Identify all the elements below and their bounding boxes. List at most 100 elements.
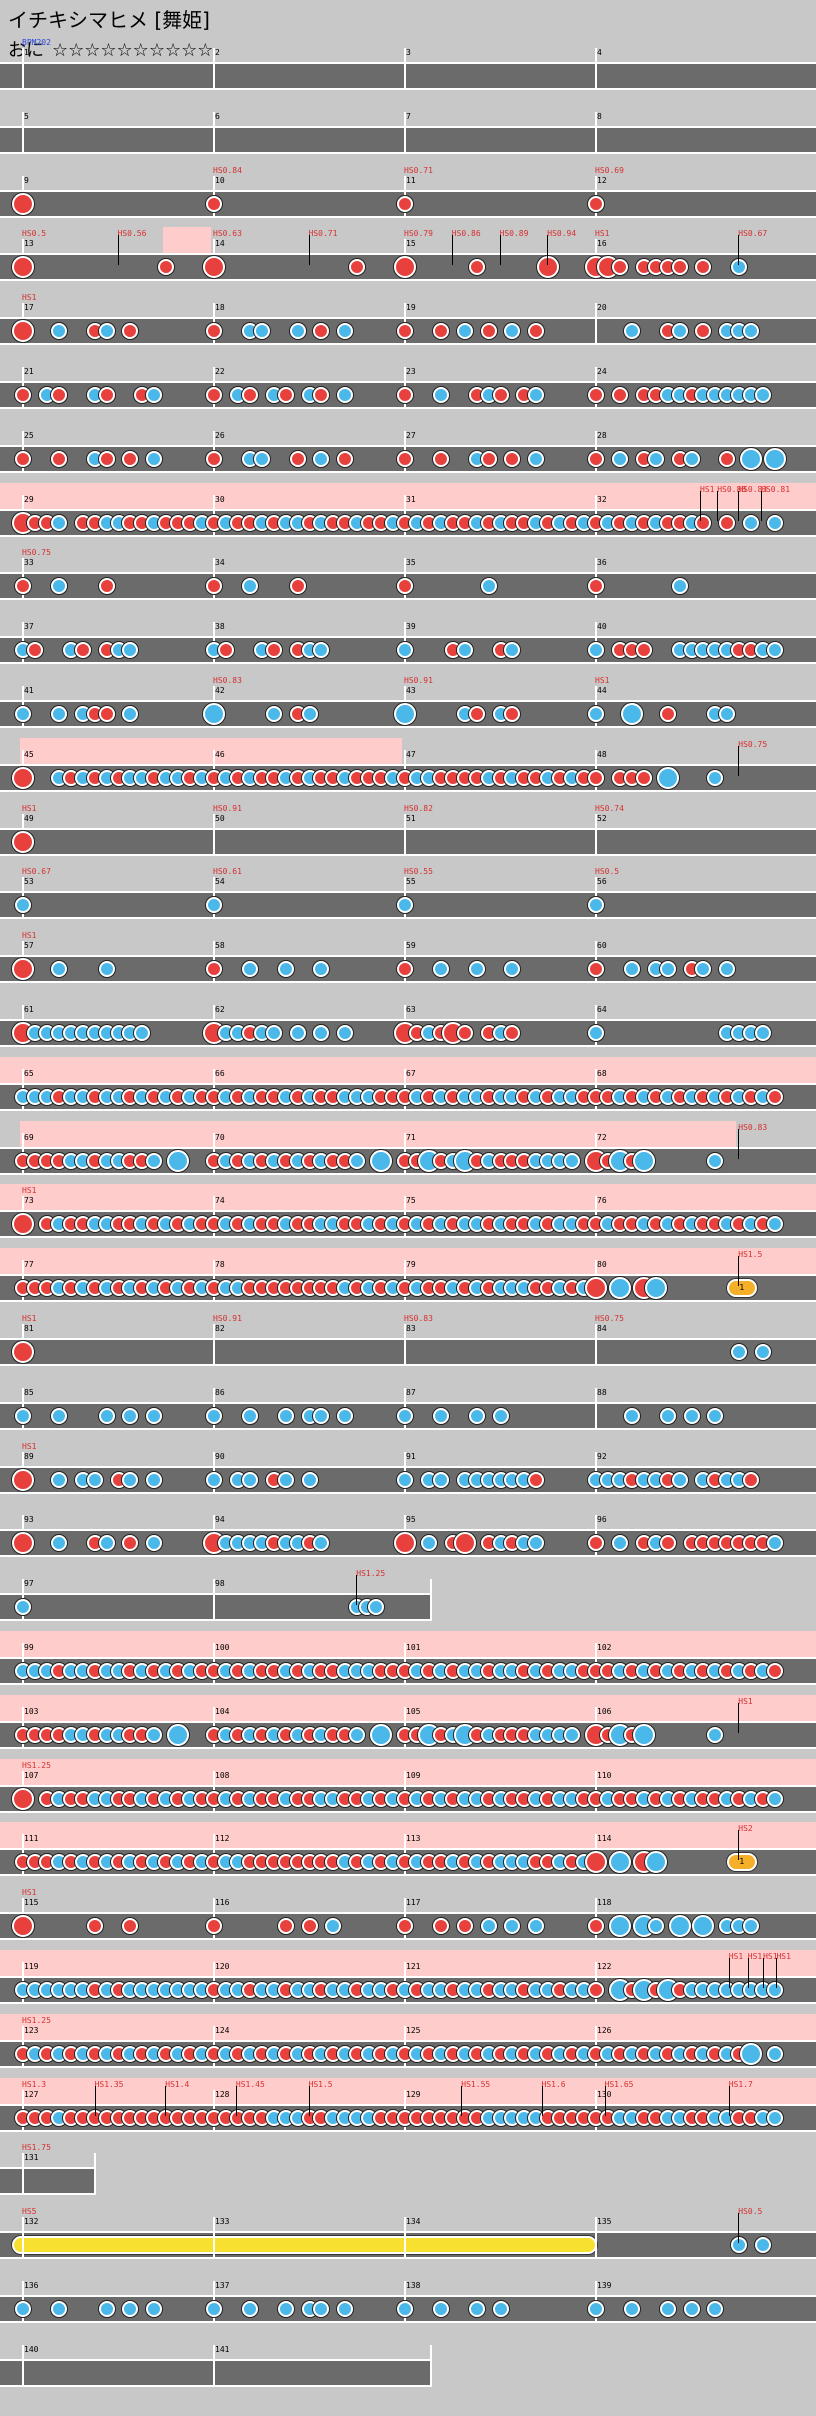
bar-line-end	[430, 2344, 432, 2387]
bar-line	[213, 48, 215, 90]
ka-note	[719, 706, 736, 722]
don-note	[611, 387, 628, 403]
big-ka-note	[740, 447, 763, 470]
ka-note	[528, 387, 545, 403]
ka-note	[683, 450, 700, 467]
bar-number: 76	[597, 1196, 607, 1206]
event-marker	[738, 1256, 740, 1287]
don-note	[74, 642, 91, 659]
bar-line	[404, 111, 406, 154]
chart-row: 99 100 101 102	[0, 1631, 816, 1695]
ka-note	[86, 1471, 103, 1488]
lane-border-top	[0, 1146, 816, 1149]
bar-number: 93	[24, 1515, 34, 1525]
scroll-speed-label: HS1.6	[541, 2079, 566, 2089]
ka-note	[755, 1025, 772, 1041]
big-ka-note	[370, 1723, 393, 1746]
ka-note	[755, 387, 772, 403]
big-ka-note	[632, 1723, 655, 1746]
lane-border-top	[0, 636, 816, 639]
don-note	[206, 387, 222, 403]
bar-number: 34	[215, 558, 225, 568]
lane-border-top	[0, 125, 816, 128]
lane-border-bottom	[0, 2002, 816, 2004]
scroll-speed-label: HS1.25	[22, 2015, 51, 2025]
chart-row: 57 58 59 60 HS1	[0, 929, 816, 993]
scroll-speed-label: HS0.56	[117, 229, 147, 239]
lane-border-top	[0, 1720, 816, 1723]
bar-number: 23	[406, 367, 416, 376]
ka-note	[767, 2045, 784, 2062]
bar-number: 51	[406, 813, 416, 823]
big-don-note	[12, 256, 34, 279]
bar-number: 49	[24, 813, 34, 823]
lane-border-top	[0, 2295, 816, 2297]
scroll-speed-label: HS1.45	[235, 2079, 265, 2089]
ka-note	[98, 2301, 115, 2317]
chart-row: 9 10 11 12 HS0.84 HS0.71 HS0.69	[0, 164, 816, 228]
scroll-speed-label: HS1.25	[22, 1760, 51, 1770]
ka-note	[432, 2301, 449, 2317]
event-marker	[308, 235, 310, 266]
bar-number: 60	[597, 941, 607, 951]
bar-number: 99	[24, 1643, 34, 1652]
chart-row: 13 14 15 16 HS0.5 HS0.56 HS0.63 HS0.71 HS0.79 HS0…	[0, 227, 816, 291]
bar-number: 32	[597, 494, 607, 504]
difficulty-stars: ☆☆☆☆☆☆☆☆☆☆	[52, 40, 214, 61]
don-note	[206, 323, 222, 340]
event-marker	[717, 490, 719, 521]
bar-number: 133	[215, 2217, 230, 2227]
bar-line	[404, 813, 406, 856]
lane-border-bottom	[0, 343, 816, 346]
chart-row: 41 42 43 44 HS0.83 HS0.91 HS1	[0, 674, 816, 738]
bar-number: 53	[24, 877, 34, 887]
big-ka-note	[740, 2042, 763, 2065]
lane-border-bottom	[0, 215, 816, 218]
bar-number: 129	[406, 2089, 421, 2099]
big-don-note	[12, 830, 34, 853]
scroll-speed-label: HS0.89	[499, 229, 529, 239]
ka-note	[206, 1471, 222, 1488]
lane-border-bottom	[0, 2129, 816, 2132]
don-note	[98, 578, 115, 595]
ka-note	[241, 1471, 258, 1488]
scroll-speed-label: HS1.65	[604, 2079, 634, 2089]
ka-note	[695, 961, 712, 978]
lane-border-top	[0, 2231, 816, 2234]
ka-note	[241, 961, 258, 978]
don-note	[504, 1025, 521, 1041]
don-note	[588, 195, 604, 212]
lane-border-top	[0, 62, 816, 64]
lane-border-bottom	[0, 981, 816, 984]
bar-number: 64	[597, 1005, 607, 1014]
ka-note	[253, 450, 270, 467]
bar-number: 141	[215, 2344, 230, 2354]
lane-border-bottom	[0, 279, 816, 282]
chart-row: 97 98 HS1.25	[0, 1567, 816, 1631]
don-note	[480, 450, 497, 467]
chart-row: 65 66 67 68	[0, 1056, 816, 1121]
note-lane	[0, 62, 816, 90]
ka-note	[564, 1152, 581, 1169]
chart-row: 53 54 55 56 HS0.67 HS0.61 HS0.55 HS0.5	[0, 865, 816, 929]
don-note	[397, 450, 413, 467]
bar-number: 89	[24, 1451, 34, 1461]
bar-number: 31	[406, 494, 416, 504]
ka-note	[480, 578, 497, 595]
chart-row: 140 141	[0, 2333, 816, 2397]
don-note	[277, 387, 294, 403]
bar-number: 81	[24, 1324, 34, 1333]
don-note	[15, 450, 31, 467]
ka-note	[707, 769, 724, 786]
don-note	[122, 450, 139, 467]
big-don-note	[12, 958, 34, 981]
don-note	[695, 323, 712, 340]
bar-line-end	[94, 2153, 96, 2196]
lane-border-top	[0, 1401, 816, 1404]
scroll-speed-label: HS0.83	[738, 484, 768, 494]
bar-number: 132	[24, 2217, 39, 2227]
lane-border-bottom	[0, 1683, 816, 1685]
scroll-speed-label: HS1	[728, 1952, 744, 1961]
don-note	[98, 450, 115, 467]
scroll-speed-label: HS0.75	[22, 548, 51, 558]
